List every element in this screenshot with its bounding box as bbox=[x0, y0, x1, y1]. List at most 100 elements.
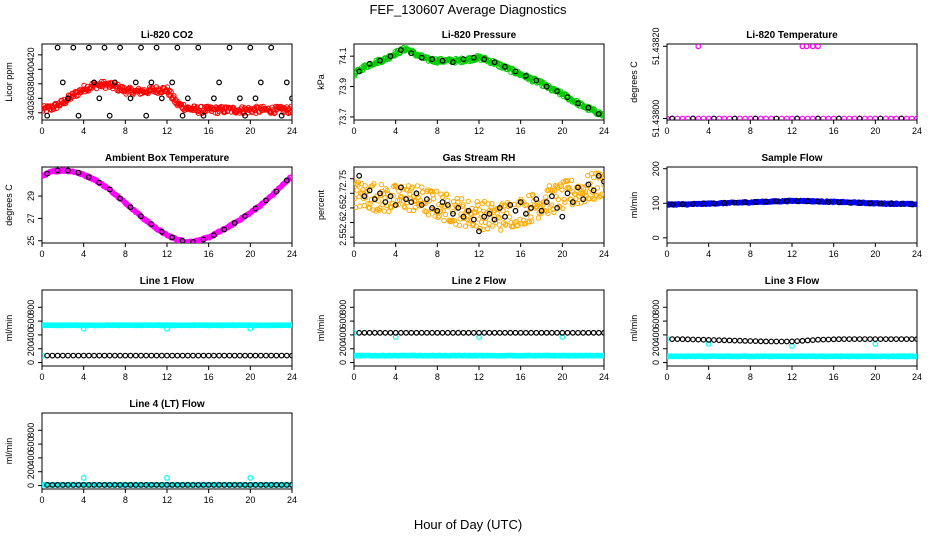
data-point bbox=[601, 182, 604, 188]
data-point bbox=[569, 329, 576, 336]
data-point bbox=[679, 115, 686, 120]
data-point bbox=[283, 177, 290, 184]
data-point bbox=[437, 208, 443, 214]
data-point bbox=[164, 475, 170, 481]
data-point bbox=[354, 187, 360, 193]
data-point bbox=[166, 87, 173, 94]
data-point bbox=[559, 213, 566, 220]
data-point bbox=[841, 336, 847, 343]
data-point bbox=[236, 482, 243, 488]
data-point bbox=[585, 329, 592, 336]
data-point bbox=[403, 329, 410, 336]
data-point bbox=[393, 183, 399, 189]
data-point bbox=[601, 112, 604, 118]
y-tick-label: 73.7 bbox=[338, 108, 348, 126]
data-point bbox=[247, 325, 254, 332]
data-point bbox=[783, 197, 790, 204]
data-point bbox=[390, 193, 396, 199]
data-point bbox=[398, 184, 404, 191]
data-point bbox=[674, 336, 681, 343]
data-point bbox=[576, 193, 582, 200]
data-point bbox=[502, 329, 508, 336]
data-point bbox=[908, 336, 915, 343]
plot-area bbox=[667, 336, 917, 360]
data-point bbox=[803, 44, 810, 50]
data-point bbox=[91, 352, 97, 359]
data-point bbox=[789, 115, 795, 120]
data-point bbox=[117, 195, 123, 202]
data-point bbox=[442, 211, 449, 218]
series-1 bbox=[354, 170, 604, 233]
x-tick-label: 4 bbox=[706, 126, 711, 136]
data-point bbox=[418, 202, 425, 208]
data-point bbox=[356, 68, 363, 75]
data-point bbox=[679, 201, 686, 208]
data-point bbox=[54, 167, 61, 174]
y-tick-label: 400 bbox=[26, 327, 36, 342]
data-point bbox=[425, 212, 432, 218]
x-tick-label: 0 bbox=[664, 126, 669, 136]
series-2 bbox=[42, 325, 254, 359]
data-point bbox=[395, 201, 401, 208]
data-point bbox=[830, 115, 837, 120]
data-point bbox=[362, 183, 368, 189]
data-point bbox=[42, 352, 45, 359]
panel-6: Sample Flow ml/min 0 4 8 12 16 20 24 0 100 200 bbox=[629, 153, 922, 259]
data-point bbox=[80, 325, 87, 332]
y-tick-label: 420 bbox=[26, 47, 36, 62]
data-point bbox=[450, 59, 456, 66]
data-point bbox=[127, 482, 134, 488]
data-point bbox=[700, 200, 707, 207]
x-tick-label: 0 bbox=[39, 372, 44, 382]
data-point bbox=[484, 210, 490, 216]
data-point bbox=[789, 343, 795, 349]
data-point bbox=[752, 338, 759, 345]
data-point bbox=[377, 57, 383, 64]
data-point bbox=[226, 44, 233, 51]
data-point bbox=[85, 44, 92, 51]
data-point bbox=[85, 352, 92, 359]
data-point bbox=[419, 184, 425, 190]
data-point bbox=[872, 341, 879, 347]
data-point bbox=[164, 352, 170, 359]
data-point bbox=[174, 44, 181, 51]
x-tick-label: 16 bbox=[204, 126, 214, 136]
data-point bbox=[465, 198, 471, 205]
data-point bbox=[580, 196, 587, 203]
data-point bbox=[506, 214, 513, 220]
data-point bbox=[804, 198, 811, 205]
data-point bbox=[106, 186, 113, 193]
data-point bbox=[106, 112, 113, 119]
data-point bbox=[59, 79, 66, 86]
data-point bbox=[168, 89, 174, 95]
data-point bbox=[65, 352, 71, 359]
data-point bbox=[473, 223, 480, 229]
data-point bbox=[551, 188, 558, 194]
data-point bbox=[117, 352, 123, 359]
data-point bbox=[705, 115, 712, 120]
data-point bbox=[794, 115, 801, 120]
y-tick-label: 29 bbox=[26, 191, 36, 201]
data-point bbox=[430, 196, 437, 202]
x-tick-label: 20 bbox=[245, 126, 255, 136]
x-tick-label: 0 bbox=[39, 249, 44, 259]
data-point bbox=[178, 101, 185, 108]
x-tick-label: 24 bbox=[599, 126, 609, 136]
data-point bbox=[898, 201, 905, 207]
data-point bbox=[491, 329, 498, 336]
data-point bbox=[179, 352, 186, 359]
y-tick-label: 400 bbox=[651, 327, 661, 342]
data-point bbox=[794, 338, 801, 345]
data-point bbox=[489, 223, 496, 229]
data-point bbox=[557, 204, 563, 210]
y-axis-label: ml/min bbox=[4, 315, 14, 342]
data-point bbox=[434, 60, 440, 66]
data-point bbox=[882, 115, 889, 120]
x-tick-label: 20 bbox=[870, 372, 880, 382]
data-point bbox=[429, 204, 436, 211]
data-point bbox=[101, 482, 108, 488]
data-point bbox=[893, 336, 900, 343]
data-point bbox=[472, 210, 478, 216]
y-tick-label: 600 bbox=[338, 314, 348, 329]
